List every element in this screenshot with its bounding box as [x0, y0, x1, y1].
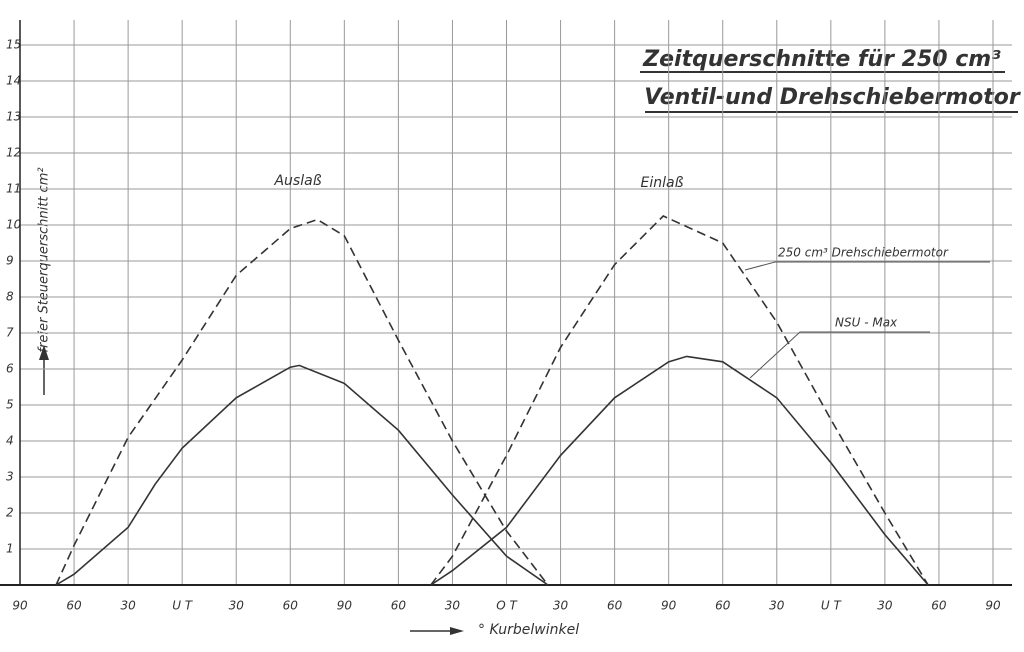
legend-label: 250 cm³ Drehschiebermotor [778, 246, 949, 260]
y-arrow-head [39, 345, 49, 360]
y-tick-label: 5 [6, 398, 14, 412]
y-tick-label: 13 [6, 110, 21, 124]
y-tick-label: 12 [6, 146, 21, 160]
x-tick-label: 30 [445, 599, 461, 613]
x-tick-label: 60 [391, 599, 407, 613]
x-tick-label: U T [821, 599, 843, 613]
y-tick-label: 3 [6, 470, 14, 484]
legend-label: NSU - Max [835, 316, 898, 330]
x-tick-label: 60 [283, 599, 299, 613]
x-tick-label: U T [172, 599, 194, 613]
y-tick-label: 8 [6, 290, 14, 304]
x-tick-label: 60 [715, 599, 731, 613]
x-tick-label: 90 [661, 599, 677, 613]
chart-subtitle: Ventil-und Drehschiebermotor [644, 85, 1021, 110]
x-tick-label: 90 [985, 599, 1001, 613]
x-tick-label: 90 [12, 599, 28, 613]
y-tick-label: 4 [6, 434, 14, 448]
y-tick-label: 6 [6, 362, 14, 376]
x-tick-label: 30 [877, 599, 893, 613]
x-tick-label: 30 [553, 599, 569, 613]
y-tick-label: 7 [6, 326, 14, 340]
y-tick-label: 11 [6, 182, 21, 196]
annotation: Einlaß [641, 175, 684, 191]
x-tick-label: 30 [229, 599, 245, 613]
leader-line [744, 261, 990, 271]
x-tick-label: 60 [931, 599, 947, 613]
x-tick-label: 30 [769, 599, 785, 613]
x-tick-label: O T [496, 599, 518, 613]
y-axis-label: freier Steuerquerschnitt cm² [37, 167, 52, 352]
x-tick-label: 30 [120, 599, 136, 613]
y-tick-label: 10 [6, 218, 22, 232]
y-tick-label: 9 [6, 254, 14, 268]
leader-line [749, 331, 930, 379]
x-tick-label: 60 [607, 599, 623, 613]
x-axis-label: ° Kurbelwinkel [478, 622, 579, 638]
annotation: Auslaß [273, 173, 321, 189]
x-arrow-head [450, 627, 464, 635]
chart-title: Zeitquerschnitte für 250 cm³ [642, 47, 1001, 72]
series-line [55, 355, 929, 586]
x-tick-label: 60 [66, 599, 82, 613]
y-tick-label: 14 [6, 74, 21, 88]
y-tick-label: 1 [6, 542, 14, 556]
y-tick-label: 15 [6, 38, 21, 52]
y-tick-label: 2 [6, 506, 14, 520]
x-tick-label: 90 [337, 599, 353, 613]
series-line [55, 215, 929, 586]
